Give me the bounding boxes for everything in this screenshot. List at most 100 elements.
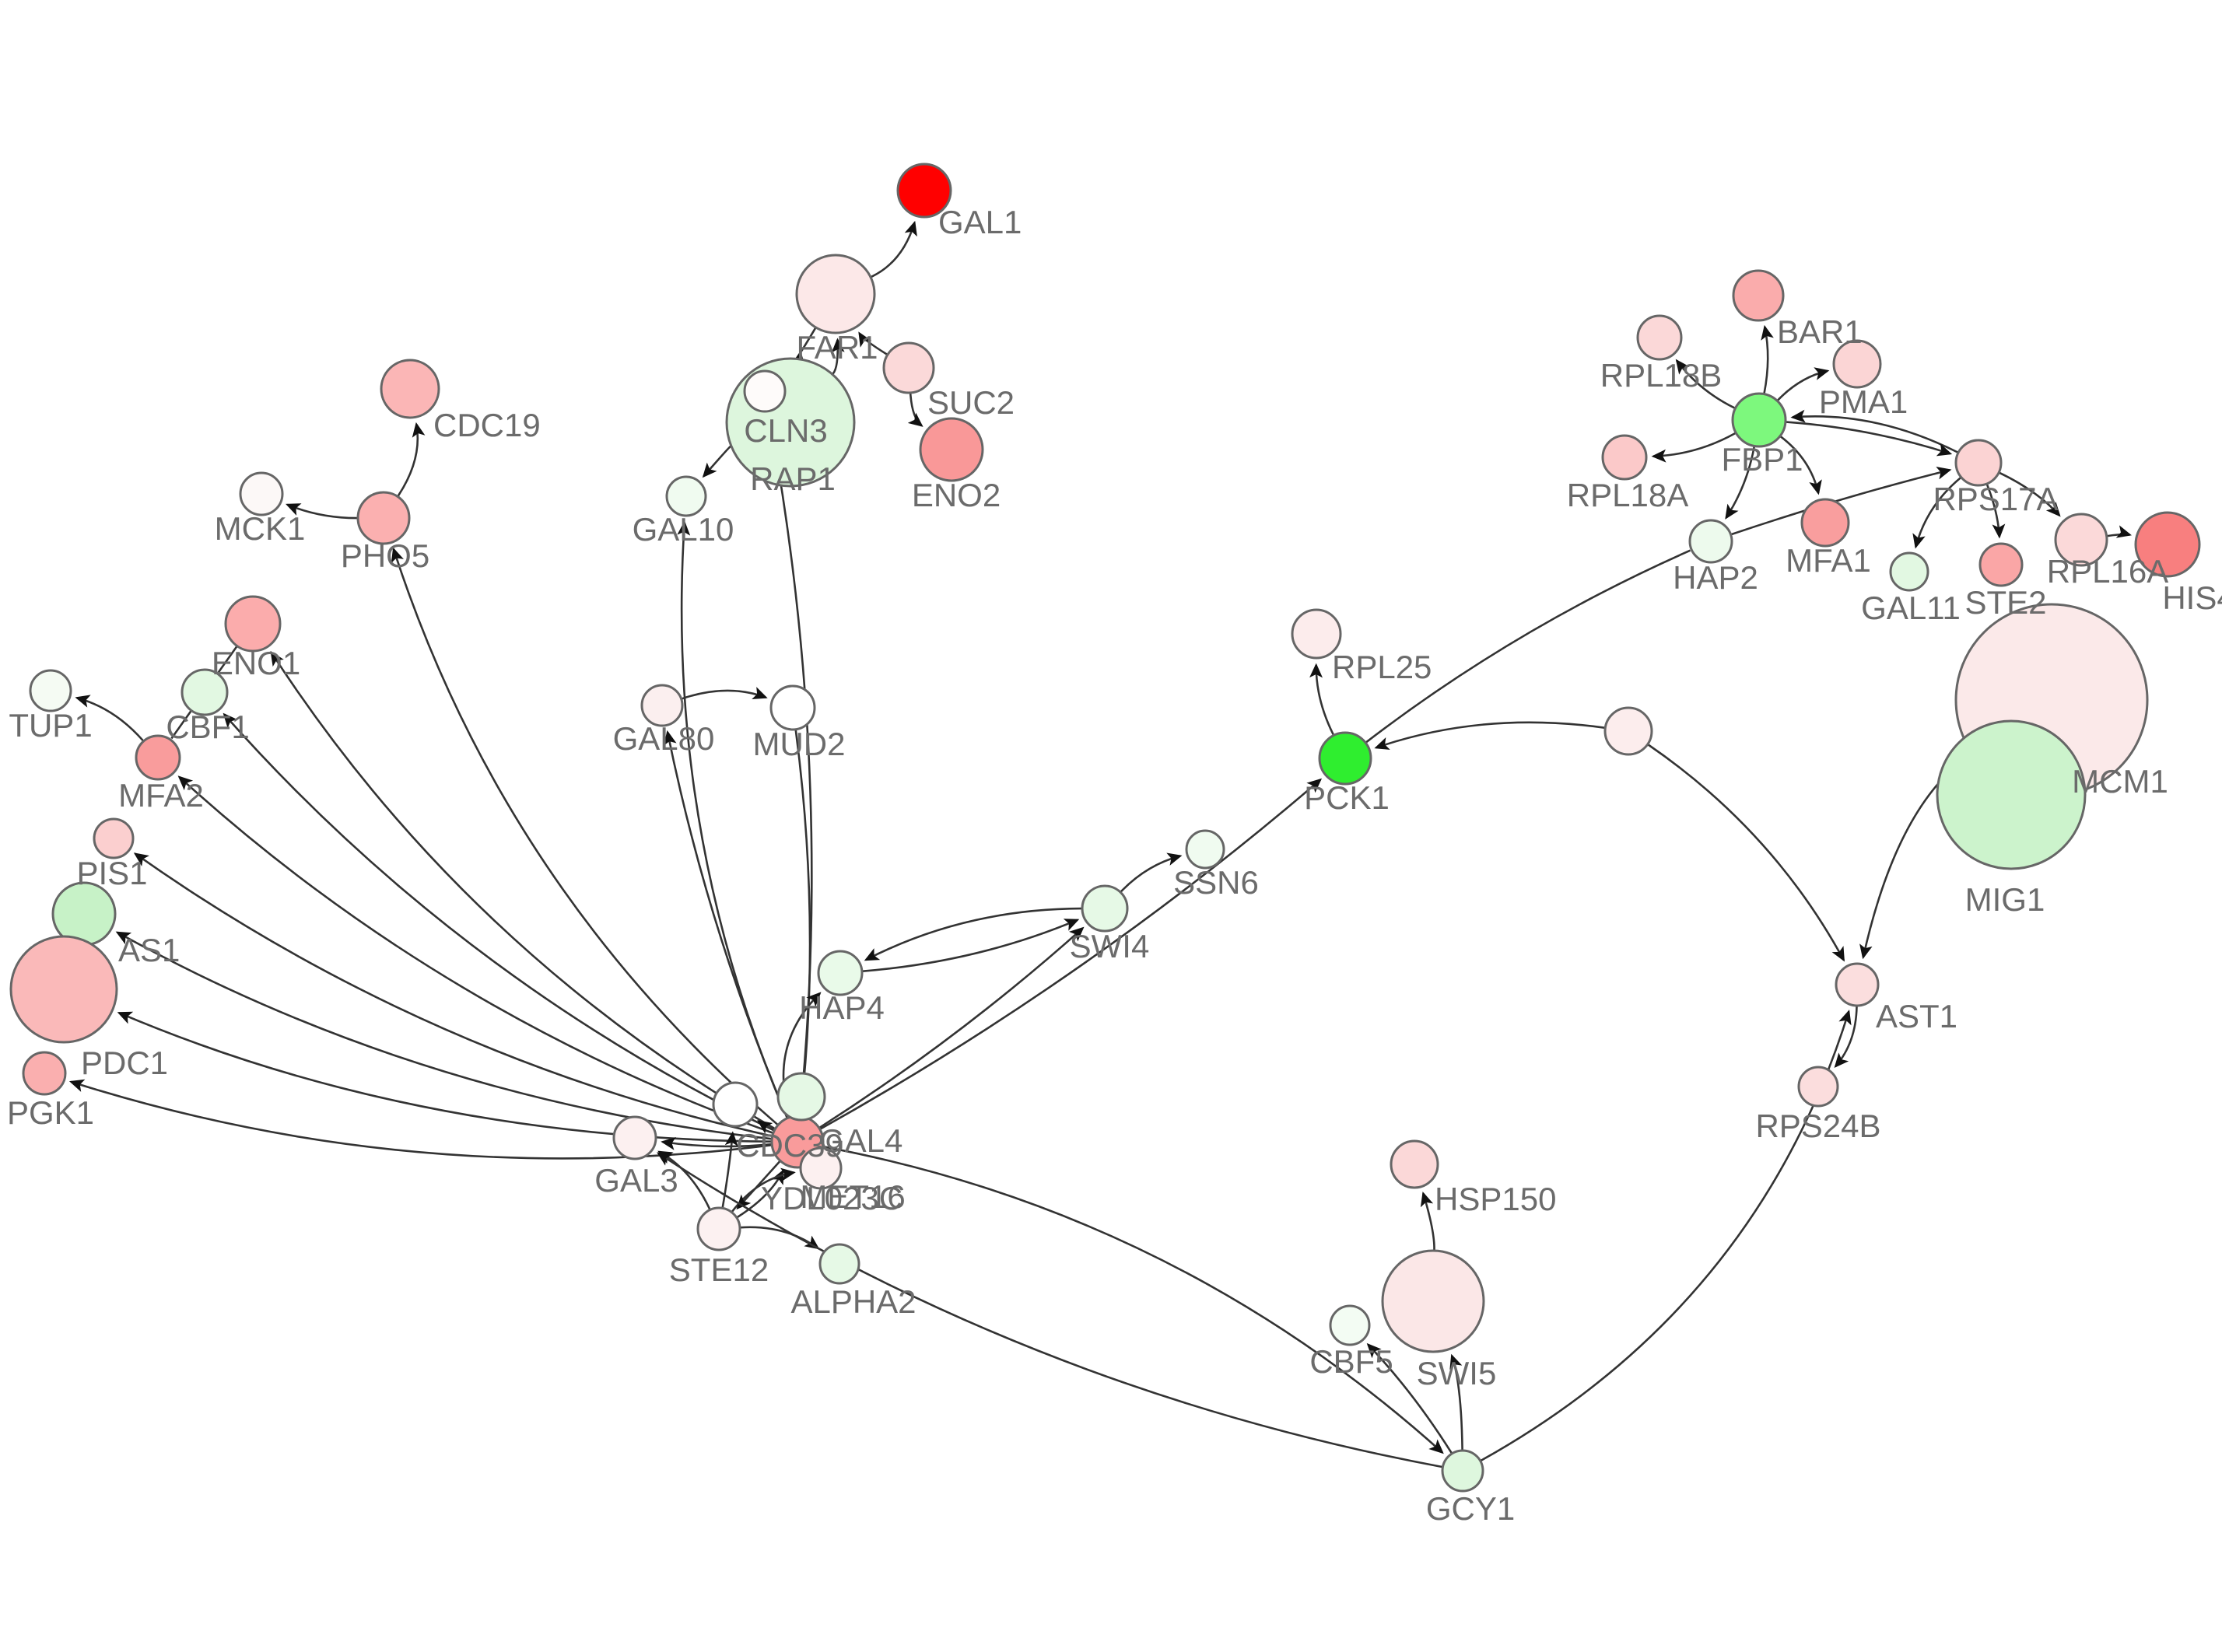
node-his4[interactable] <box>2134 511 2201 578</box>
node-rap1[interactable] <box>743 369 787 413</box>
node-gal1[interactable] <box>896 163 952 219</box>
node-suc2[interactable] <box>882 341 935 394</box>
node-label-gal1: GAL1 <box>938 204 1022 240</box>
node-label-ydl023c: YDL023C <box>761 1180 902 1216</box>
node-layer <box>9 163 2201 1493</box>
node-label-cbf5: CBF5 <box>1309 1343 1393 1380</box>
node-label-eno2: ENO2 <box>912 477 1001 513</box>
node-label-mfa1: MFA1 <box>1786 542 1871 579</box>
edge-fbp1-to-mfa1 <box>1780 436 1822 495</box>
node-label-hsp150: HSP150 <box>1435 1181 1556 1217</box>
edge-gcy1-to-gal3 <box>657 1152 1442 1468</box>
node-mfa1[interactable] <box>1800 498 1850 548</box>
node-gal80[interactable] <box>640 684 684 727</box>
node-label-gal11: GAL11 <box>1861 590 1961 626</box>
edge-pho5-to-mck1 <box>286 503 358 520</box>
node-tup1[interactable] <box>29 669 72 712</box>
node-ste2[interactable] <box>1978 542 2024 587</box>
edge-suc2-to-eno2 <box>907 393 923 427</box>
node-gal3[interactable] <box>612 1115 657 1160</box>
edge-gal4-to-gal3 <box>661 1137 772 1150</box>
node-ssn6[interactable] <box>1185 829 1225 870</box>
node-pdc1[interactable] <box>9 935 118 1044</box>
node-label-ssn6: SSN6 <box>1173 864 1259 901</box>
edge-pck1-to-rpl25 <box>1309 663 1334 736</box>
node-gcy1[interactable] <box>1441 1449 1484 1493</box>
node-hsp150[interactable] <box>1390 1139 1439 1189</box>
node-met16[interactable] <box>776 1072 826 1122</box>
edge-fbp1-to-hap2 <box>1725 446 1755 520</box>
node-cbf5[interactable] <box>1329 1304 1371 1346</box>
edge-ste12-to-alpha2 <box>740 1226 820 1250</box>
node-mck1[interactable] <box>239 471 284 516</box>
node-eno1[interactable] <box>224 595 282 653</box>
edge-ste12-to-cdc39 <box>721 1131 738 1208</box>
edge-gal4-to-gal10 <box>677 520 788 1118</box>
node-label-rps17a: RPS17A <box>1933 481 2058 517</box>
edge-hap4-to-swi4 <box>862 919 1080 972</box>
node-ste12[interactable] <box>696 1206 741 1251</box>
node-rpl18a[interactable] <box>1601 434 1648 481</box>
node-label-mig1: MIG1 <box>1965 881 2045 918</box>
node-hap4[interactable] <box>817 950 864 996</box>
node-swi5[interactable] <box>1381 1249 1485 1353</box>
node-label-alpha2: ALPHA2 <box>790 1283 916 1320</box>
edge-fbp1-to-rpl18b <box>1675 359 1736 409</box>
node-cbf1[interactable] <box>180 668 229 716</box>
node-label-rpl18b: RPL18B <box>1600 357 1722 394</box>
node-label-gcy1: GCY1 <box>1426 1490 1515 1527</box>
node-eno2[interactable] <box>919 417 984 482</box>
node-mud2[interactable] <box>769 684 816 731</box>
edge-gal80-to-mud2 <box>682 687 768 700</box>
node-mfa2[interactable] <box>135 734 181 781</box>
node-cdc39[interactable] <box>712 1081 759 1128</box>
node-label-fbp1: FBP1 <box>1721 441 1803 478</box>
edge-gal4-to-cdc39 <box>757 1120 775 1134</box>
node-label-pma1: PMA1 <box>1819 383 1908 420</box>
node-rpl18b[interactable] <box>1636 314 1683 361</box>
node-cdc19[interactable] <box>380 359 440 419</box>
node-label-eno1: ENO1 <box>212 645 300 681</box>
node-pck1[interactable] <box>1318 731 1372 786</box>
node-label-gal80: GAL80 <box>613 720 715 757</box>
node-label-rps24b: RPS24B <box>1755 1108 1880 1144</box>
node-label-pis1: PIS1 <box>76 855 147 891</box>
node-rpl16a[interactable] <box>2054 513 2108 567</box>
node-gal10[interactable] <box>665 475 707 517</box>
node-far1[interactable] <box>795 254 876 334</box>
edge-gal4-to-cbf1 <box>223 712 774 1132</box>
node-ydl023c[interactable] <box>799 1146 843 1190</box>
node-rps24b[interactable] <box>1797 1066 1839 1108</box>
node-label-swi4: SWI4 <box>1070 928 1150 964</box>
node-rps17a[interactable] <box>1954 439 2003 487</box>
node-mig1[interactable] <box>1936 719 2087 870</box>
node-ast1[interactable] <box>1835 962 1880 1007</box>
node-pgk1[interactable] <box>22 1051 67 1096</box>
node-hap2[interactable] <box>1688 519 1733 564</box>
edge-pho5-to-cdc19 <box>397 422 426 497</box>
node-label-rpl25: RPL25 <box>1332 649 1432 685</box>
node-swi4[interactable] <box>1081 884 1129 933</box>
node-rpl25[interactable] <box>1291 608 1342 660</box>
node-alpha2[interactable] <box>818 1243 860 1285</box>
node-gal11[interactable] <box>1889 551 1929 592</box>
node-hub1[interactable] <box>1603 706 1653 756</box>
node-pho5[interactable] <box>356 491 411 545</box>
node-label-hap4: HAP4 <box>799 989 885 1026</box>
edge-gal4-to-pck1 <box>820 778 1323 1130</box>
node-fbp1[interactable] <box>1731 392 1787 448</box>
node-label-gal3: GAL3 <box>594 1162 678 1199</box>
edge-gal4-to-pgk1 <box>68 1079 772 1160</box>
node-pma1[interactable] <box>1832 339 1882 389</box>
edge-mud2-to-gal4 <box>794 730 811 1111</box>
node-label-cbf1: CBF1 <box>166 709 249 745</box>
node-bar1[interactable] <box>1732 269 1785 322</box>
node-label-far1: FAR1 <box>796 329 878 366</box>
edge-gal4-to-pis1 <box>133 852 773 1137</box>
node-pis1[interactable] <box>93 817 135 859</box>
node-label-mfa2: MFA2 <box>118 777 204 814</box>
node-label-as1: AS1 <box>118 932 180 968</box>
edge-ast1-to-rps24b <box>1834 1006 1858 1069</box>
